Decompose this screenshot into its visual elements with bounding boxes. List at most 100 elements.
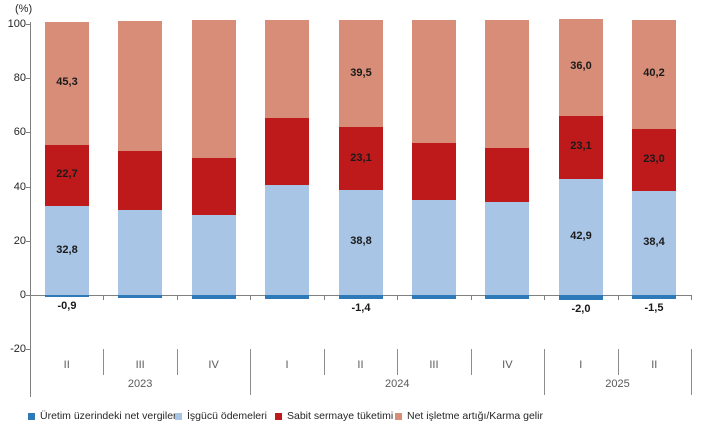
x-axis-tickmark	[691, 295, 692, 300]
x-axis-tickmark	[544, 295, 545, 300]
legend-label: İşgücü ödemeleri	[187, 410, 267, 422]
bar-segment-net-vergiler	[45, 295, 89, 298]
x-axis-tickmark	[103, 295, 104, 300]
year-separator	[544, 349, 545, 395]
quarter-separator	[397, 349, 398, 375]
data-label: 45,3	[56, 76, 78, 89]
data-label: 23,1	[350, 151, 372, 164]
data-label: 40,2	[643, 67, 665, 80]
y-axis-tickmark	[26, 295, 30, 296]
bar-segment-net-vergiler	[485, 295, 529, 300]
bar-segment-net-vergiler	[559, 295, 603, 301]
bar-segment-isgucu	[559, 178, 603, 295]
y-tick-label: 100	[7, 18, 26, 30]
bar-segment-net-vergiler	[265, 295, 309, 300]
quarter-separator	[471, 349, 472, 375]
bar-segment-net-isletme	[412, 19, 456, 144]
bar-segment-isgucu	[412, 200, 456, 295]
x-year-label: 2024	[384, 378, 410, 390]
bar-segment-net-isletme	[192, 20, 236, 158]
x-axis-tickmark	[471, 295, 472, 300]
y-tick-label: 60	[13, 126, 26, 139]
bar-segment-isgucu	[485, 202, 529, 295]
x-quarter-label: I	[285, 359, 289, 371]
data-label-negative: -1,5	[644, 302, 664, 315]
x-axis-tickmark	[618, 295, 619, 300]
y-axis-tickmark	[26, 186, 30, 188]
chart-legend: Üretim üzerindeki net vergiler İşgücü öde…	[0, 408, 702, 424]
bar-segment-sabit-sermaye	[632, 128, 676, 191]
bar-segment-isgucu	[339, 189, 383, 295]
year-separator	[250, 349, 251, 395]
data-label: 22,7	[56, 168, 78, 181]
legend-swatch-icon	[395, 412, 402, 420]
y-tick-label: 20	[13, 234, 26, 247]
x-year-label: 2023	[127, 378, 153, 390]
y-tick-label: -20	[10, 343, 26, 356]
x-axis-tickmark	[177, 295, 178, 300]
data-label: 38,4	[643, 235, 665, 248]
legend-item: İşgücü ödemeleri	[175, 408, 267, 424]
bar-segment-net-isletme	[485, 19, 529, 149]
data-label-negative: -1,4	[351, 301, 371, 314]
legend-label: Üretim üzerindeki net vergiler	[40, 410, 177, 422]
bar-segment-net-isletme	[339, 20, 383, 128]
x-axis-tickmark	[324, 295, 325, 300]
y-axis-unit-label: (%)	[15, 3, 33, 15]
legend-label: Sabit sermaye tüketimi	[287, 410, 394, 422]
legend-swatch-icon	[175, 412, 182, 420]
x-quarter-label: I	[579, 359, 583, 371]
x-axis-tickmark	[397, 295, 398, 300]
data-label: 32,8	[56, 243, 78, 256]
data-label: 36,0	[570, 60, 592, 73]
legend-item: Üretim üzerindeki net vergiler	[28, 408, 177, 424]
y-axis-tickmark	[26, 132, 30, 134]
y-axis-tickmark	[26, 24, 30, 25]
data-label-negative: -0,9	[57, 300, 77, 313]
data-label: 42,9	[570, 229, 592, 242]
data-label-negative: -2,0	[571, 303, 591, 316]
bar-segment-net-isletme	[118, 21, 162, 152]
y-axis-tickmark	[26, 349, 30, 351]
bar-segment-isgucu	[265, 184, 309, 295]
x-year-label: 2025	[605, 378, 630, 390]
bar-segment-isgucu	[192, 215, 236, 295]
legend-item: Sabit sermaye tüketimi	[275, 408, 393, 424]
y-axis-tickmark	[26, 78, 30, 80]
x-quarter-label: III	[429, 359, 439, 371]
y-axis-tickmark	[26, 240, 30, 242]
y-axis-line	[30, 22, 31, 397]
legend-swatch-icon	[28, 412, 35, 420]
x-quarter-label: II	[651, 359, 658, 371]
data-label: 39,5	[350, 66, 372, 79]
bar-segment-net-vergiler	[632, 295, 676, 300]
quarter-separator	[177, 349, 178, 375]
bar-segment-net-vergiler	[412, 295, 456, 300]
bar-segment-net-vergiler	[118, 295, 162, 298]
bar-segment-sabit-sermaye	[559, 116, 603, 179]
legend-label: Net işletme artığı/Karma gelir	[407, 410, 543, 422]
y-tick-label: 40	[13, 180, 26, 193]
y-tick-label: 0	[19, 289, 26, 301]
bar-segment-isgucu	[45, 206, 89, 295]
x-axis-tickmark	[250, 295, 251, 300]
bar-segment-isgucu	[632, 190, 676, 295]
bar-segment-net-isletme	[559, 18, 603, 117]
x-quarter-label: IV	[208, 359, 219, 371]
x-quarter-label: III	[135, 359, 145, 371]
bar-segment-net-vergiler	[192, 295, 236, 299]
quarter-separator	[324, 349, 325, 375]
bar-segment-net-isletme	[632, 19, 676, 129]
quarter-separator	[618, 349, 619, 375]
data-label: 23,0	[643, 152, 665, 165]
y-tick-label: 80	[13, 72, 26, 85]
bar-segment-sabit-sermaye	[265, 118, 309, 185]
bar-segment-sabit-sermaye	[339, 127, 383, 190]
x-quarter-label: II	[63, 359, 70, 371]
legend-item: Net işletme artığı/Karma gelir	[395, 408, 543, 424]
bar-segment-net-isletme	[45, 21, 89, 145]
bar-segment-net-isletme	[265, 19, 309, 119]
x-quarter-label: II	[357, 359, 364, 371]
